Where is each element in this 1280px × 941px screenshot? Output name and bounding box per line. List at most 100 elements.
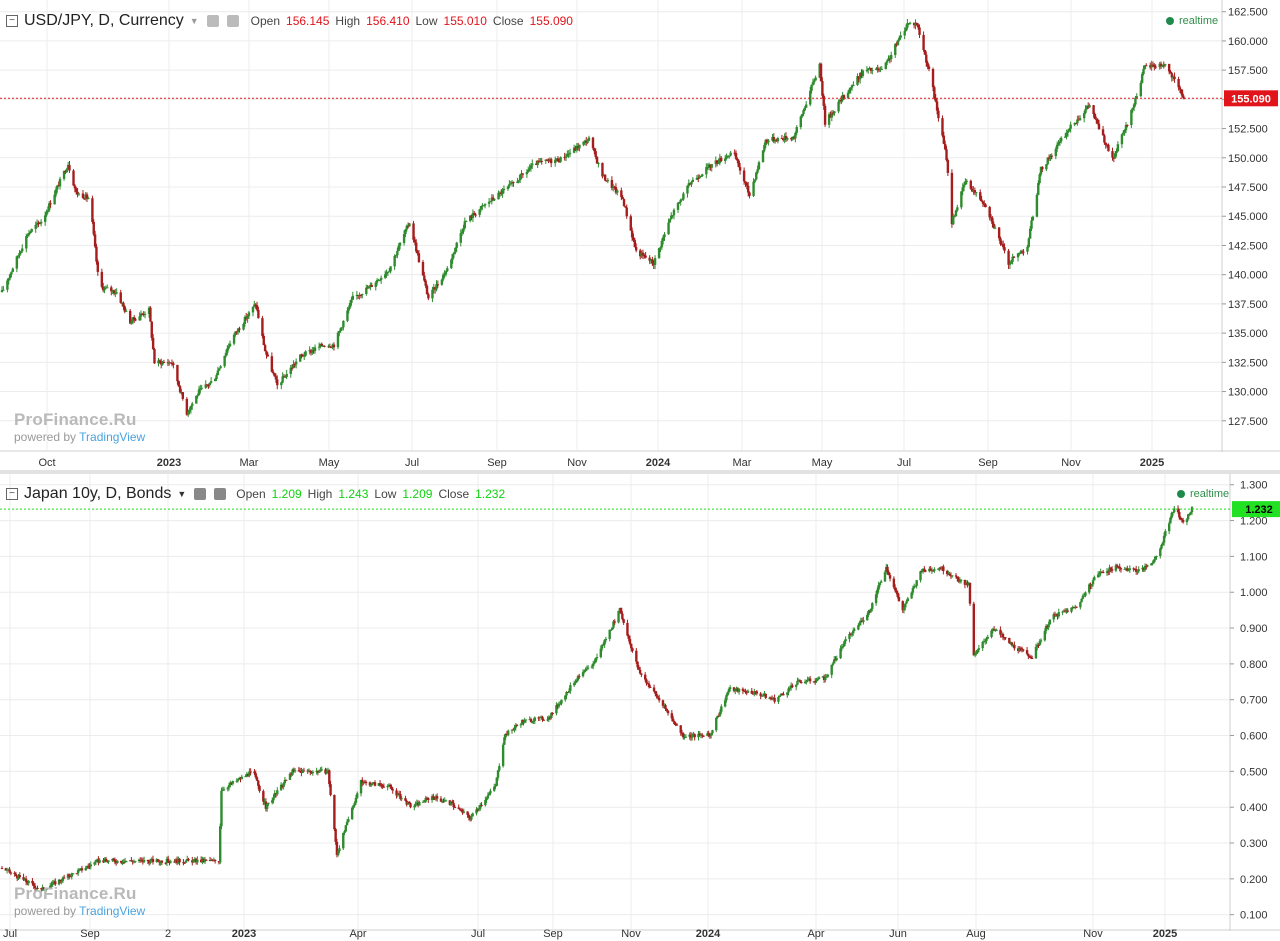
candle-body <box>676 203 680 210</box>
candle-body <box>667 222 670 235</box>
candle-body <box>975 652 978 654</box>
realtime-indicator: realtime <box>1177 488 1229 500</box>
candle-body <box>935 101 939 111</box>
candle-body <box>556 705 559 707</box>
candle-body <box>9 872 13 874</box>
candle-body <box>625 207 628 217</box>
candle-body <box>231 781 235 784</box>
candle-body <box>300 354 303 356</box>
candle-body <box>1050 155 1053 157</box>
candle-body <box>1142 567 1145 571</box>
candle-body <box>227 346 230 349</box>
x-tick-label: Sep <box>80 928 100 940</box>
candle-body <box>583 671 586 673</box>
candle-body <box>6 280 9 290</box>
candle-body <box>251 306 255 313</box>
gear-icon[interactable] <box>214 488 227 500</box>
candle-body <box>933 569 936 571</box>
x-tick-label: Oct <box>38 457 55 469</box>
candle-body <box>537 717 540 719</box>
candle-body <box>1049 155 1052 159</box>
chevron-down-icon[interactable]: ▼ <box>189 16 199 26</box>
candle-body <box>84 868 87 871</box>
candle-body <box>166 362 170 364</box>
candle-body <box>66 874 70 878</box>
candle-body <box>332 344 336 348</box>
candle-body <box>764 139 767 146</box>
candle-body <box>76 191 79 195</box>
candle-body <box>372 782 375 784</box>
candle-body <box>916 24 920 28</box>
candle-body <box>272 797 275 801</box>
candle-body <box>487 793 491 796</box>
candle-body <box>76 870 80 874</box>
candle-body <box>810 84 813 91</box>
candle-body <box>649 686 652 688</box>
x-tick-label: 2024 <box>646 457 671 469</box>
tradingview-link[interactable]: TradingView <box>79 430 146 444</box>
tradingview-link[interactable]: TradingView <box>79 904 146 918</box>
chevron-down-icon[interactable]: ▼ <box>177 489 187 499</box>
candle-body <box>1055 613 1058 616</box>
collapse-icon[interactable]: − <box>6 488 18 500</box>
candle-body <box>1146 565 1149 567</box>
settings-icon[interactable] <box>194 488 207 500</box>
candle-body <box>852 84 855 86</box>
candle-body <box>797 680 800 682</box>
candle-body <box>664 705 667 709</box>
y-tick-label: 0.400 <box>1240 802 1268 814</box>
candle-body <box>842 95 846 99</box>
candle-body <box>139 859 142 861</box>
candle-body <box>131 317 135 322</box>
settings-icon[interactable] <box>206 15 219 27</box>
y-tick-label: 0.700 <box>1240 695 1268 707</box>
candle-body <box>707 164 711 167</box>
candle-body <box>133 317 136 320</box>
candle-body <box>902 607 906 611</box>
candle-body <box>710 164 713 168</box>
candle-body <box>815 679 818 682</box>
candle-body <box>1072 607 1076 609</box>
usdjpy-chart-panel[interactable]: 127.500 130.000 132.500 135.000 137.500 140.0… <box>0 0 1280 472</box>
candle-body <box>345 821 349 826</box>
candle-body <box>1170 512 1173 518</box>
candle-body <box>430 796 434 801</box>
candle-body <box>992 223 995 228</box>
jgb10y-chart-panel[interactable]: 0.100 0.200 0.300 0.400 0.500 0.600 0.700 0.800… <box>0 474 1280 941</box>
open-value: 1.209 <box>271 487 302 501</box>
candle-body <box>1132 104 1136 108</box>
candle-body <box>1103 135 1106 143</box>
candle-body <box>831 663 835 665</box>
candle-body <box>1155 556 1158 558</box>
collapse-icon[interactable]: − <box>6 15 18 27</box>
candle-body <box>1162 535 1166 543</box>
candle-body <box>1047 157 1051 159</box>
candle-body <box>138 316 141 321</box>
candle-body <box>638 669 642 674</box>
usdjpy-chart-canvas[interactable]: 127.500 130.000 132.500 135.000 137.500 140.0… <box>0 0 1280 472</box>
panel-separator[interactable] <box>0 470 1280 474</box>
jgb10y-chart-canvas[interactable]: 0.100 0.200 0.300 0.400 0.500 0.600 0.700 0.800… <box>0 474 1280 941</box>
candle-body <box>342 320 345 328</box>
symbol-title[interactable]: USD/JPY, D, Currency <box>24 12 184 29</box>
symbol-title[interactable]: Japan 10y, D, Bonds <box>24 485 172 502</box>
candle-body <box>1080 598 1083 603</box>
candle-body <box>718 711 722 716</box>
candle-body <box>493 786 496 791</box>
candle-body <box>2 289 5 291</box>
candle-body <box>45 211 48 216</box>
candle-body <box>692 734 695 736</box>
candle-body <box>665 708 668 711</box>
candle-body <box>618 608 622 611</box>
last-price-box <box>1224 90 1278 107</box>
candle-body <box>729 687 732 689</box>
candle-body <box>317 346 321 348</box>
candle-body <box>752 181 755 196</box>
candle-body <box>1044 626 1048 631</box>
candle-body <box>791 136 794 140</box>
candle-body <box>134 319 137 321</box>
candle-body <box>521 173 525 175</box>
gear-icon[interactable] <box>226 15 239 27</box>
candle-body <box>564 695 567 700</box>
candle-body <box>866 615 869 621</box>
